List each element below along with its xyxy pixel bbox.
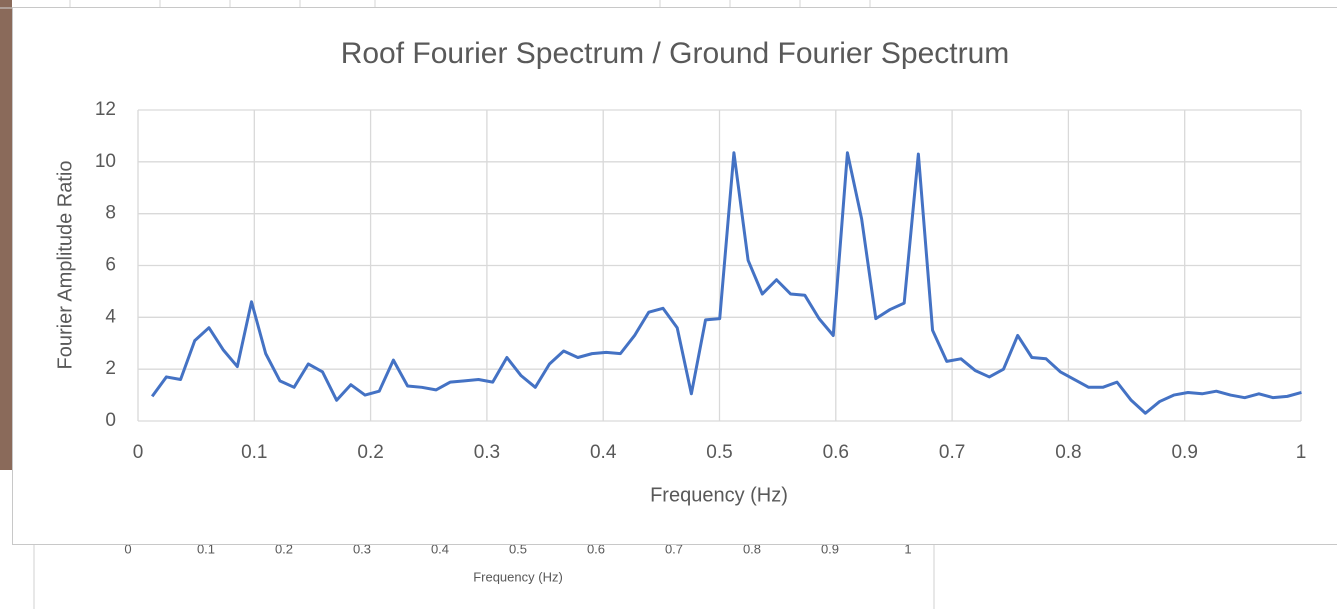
x-tick-label: 1 <box>1296 442 1307 463</box>
plot: 0 2 4 6 8 10 12 0 0.1 0.2 0.3 0.4 0.5 0.6 0.7 0.8 0.9 1 <box>95 99 1306 463</box>
background-x-tick-label: 0.8 <box>743 541 761 556</box>
background-x-axis-title: Frequency (Hz) <box>473 569 563 584</box>
background-x-tick-label: 0.3 <box>353 541 371 556</box>
x-tick-label: 0.6 <box>823 442 849 463</box>
background-x-tick-label: 0.2 <box>275 541 293 556</box>
data-line <box>150 151 1302 415</box>
chart-title: Roof Fourier Spectrum / Ground Fourier S… <box>341 37 1010 70</box>
background-x-tick-label: 0.9 <box>821 541 839 556</box>
x-axis-title: Frequency (Hz) <box>650 484 788 506</box>
background-image-strip <box>0 0 12 470</box>
chart-area <box>12 7 1337 545</box>
y-tick-label: 10 <box>95 151 116 172</box>
x-tick-label: 0.7 <box>939 442 965 463</box>
y-tick-label: 0 <box>105 410 116 431</box>
background-x-tick-label: 0.7 <box>665 541 683 556</box>
background-x-tick-label: 0 <box>124 541 131 556</box>
background-x-tick-label: 0.1 <box>197 541 215 556</box>
x-tick-label: 0 <box>133 442 144 463</box>
x-tick-label: 0.4 <box>590 442 617 463</box>
background-x-tick-label: 1 <box>904 541 911 556</box>
x-tick-label: 0.5 <box>706 442 732 463</box>
background-x-tick-label: 0.6 <box>587 541 605 556</box>
y-tick-label: 4 <box>105 306 116 327</box>
y-tick-label: 8 <box>105 203 116 224</box>
x-tick-label: 0.8 <box>1055 442 1081 463</box>
background-x-tick-label: 0.4 <box>431 541 449 556</box>
background-chart: 0 0.1 0.2 0.3 0.4 0.5 0.6 0.7 0.8 0.9 1 <box>124 541 911 556</box>
x-tick-label: 0.9 <box>1171 442 1197 463</box>
background-x-tick-label: 0.5 <box>509 541 527 556</box>
sheet-column-lines <box>69 0 871 8</box>
y-tick-label: 2 <box>105 358 116 379</box>
x-tick-label: 0.3 <box>474 442 500 463</box>
y-tick-label: 6 <box>105 255 116 276</box>
y-tick-label: 12 <box>95 99 116 120</box>
y-axis-title: Fourier Amplitude Ratio <box>54 161 76 370</box>
x-tick-label: 0.2 <box>357 442 383 463</box>
x-tick-label: 0.1 <box>241 442 267 463</box>
